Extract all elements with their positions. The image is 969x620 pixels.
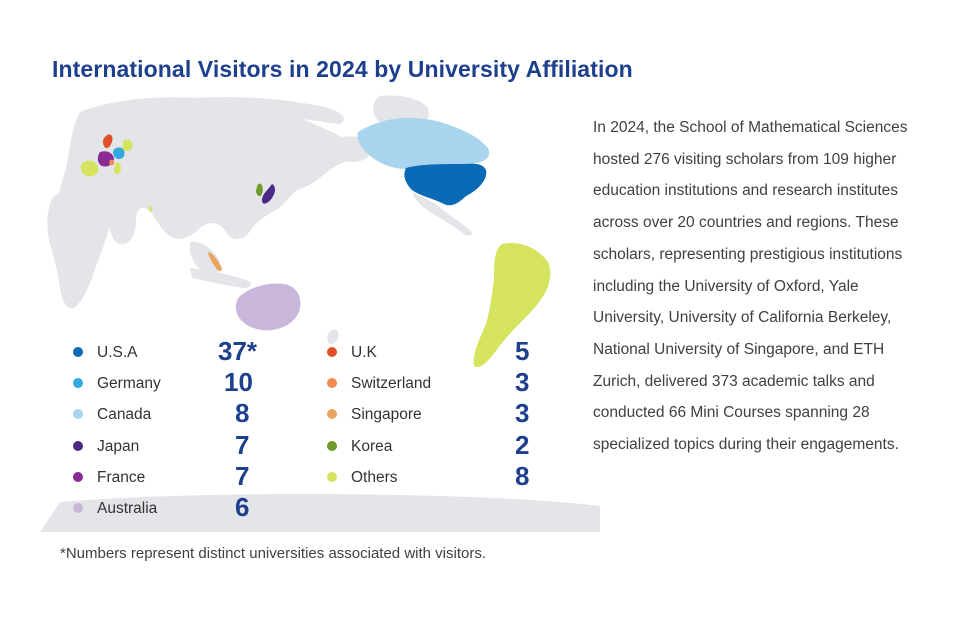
map-middle-east-others <box>148 206 153 212</box>
map-arabia <box>107 203 132 234</box>
legend-item-uk <box>327 338 337 366</box>
legend-label-australia: Australia <box>97 500 158 517</box>
legend-label-korea: Korea <box>351 438 393 455</box>
map-singapore <box>208 252 222 271</box>
legend-label-others: Others <box>351 469 398 486</box>
legend-color-dot <box>327 409 337 419</box>
legend-count-korea: 2 <box>515 430 530 460</box>
legend-item-switzerland <box>327 369 337 397</box>
legend-color-dot <box>327 378 337 388</box>
legend-label-singapore: Singapore <box>351 406 422 423</box>
legend-item-others <box>327 463 337 491</box>
legend-count-france: 7 <box>235 461 250 491</box>
map-europe-others-2 <box>122 139 133 151</box>
legend-count-japan: 7 <box>235 430 250 460</box>
legend-count-australia: 6 <box>235 492 250 522</box>
map-south-america <box>473 242 551 368</box>
legend-item-japan <box>73 432 83 460</box>
legend-label-germany: Germany <box>97 375 161 392</box>
legend-color-dot <box>327 347 337 357</box>
legend-color-dot <box>327 441 337 451</box>
legend-color-dot <box>73 347 83 357</box>
map-uk <box>102 134 113 149</box>
legend-count-uk: 5 <box>515 336 530 366</box>
legend-count-singapore: 3 <box>515 398 530 428</box>
legend-label-switzerland: Switzerland <box>351 375 432 392</box>
map-australia <box>235 283 301 331</box>
summary-paragraph: In 2024, the School of Mathematical Scie… <box>593 119 908 454</box>
legend-label-canada: Canada <box>97 406 152 423</box>
map-usa <box>404 163 487 206</box>
legend-color-dot <box>327 472 337 482</box>
legend-color-dot <box>73 472 83 482</box>
map-new-zealand <box>327 329 339 345</box>
legend-item-singapore <box>327 400 337 428</box>
map-europe-others <box>80 160 99 177</box>
page-title: International Visitors in 2024 by Univer… <box>52 56 633 82</box>
legend-color-dot <box>73 378 83 388</box>
map-indonesia <box>190 268 252 288</box>
map-eurasia <box>51 97 353 245</box>
map-switzerland <box>109 159 115 166</box>
legend-color-dot <box>73 503 83 513</box>
legend-color-dot <box>73 409 83 419</box>
map-canada <box>357 117 490 169</box>
map-korea <box>256 183 263 197</box>
map-russia-north <box>160 97 344 124</box>
legend-label-france: France <box>97 469 146 486</box>
footnote: *Numbers represent distinct universities… <box>60 545 486 562</box>
legend-label-japan: Japan <box>97 438 140 455</box>
map-antarctica <box>40 494 600 532</box>
legend-count-others: 8 <box>515 461 530 491</box>
legend-item-usa <box>73 338 83 366</box>
legend-item-canada <box>73 400 83 428</box>
legend-count-germany: 10 <box>224 367 253 397</box>
legend-item-france <box>73 463 83 491</box>
legend-count-canada: 8 <box>235 398 250 428</box>
legend-item-germany <box>73 369 83 397</box>
map-africa <box>47 192 111 309</box>
legend-count-usa: 37* <box>218 336 258 366</box>
legend-item-korea <box>327 432 337 460</box>
legend-item-australia <box>73 494 83 522</box>
legend-color-dot <box>73 441 83 451</box>
map-japan <box>262 184 275 204</box>
map-central-america <box>412 192 472 236</box>
legend-label-usa: U.S.A <box>97 344 138 361</box>
map-sea <box>190 241 221 275</box>
map-germany <box>112 147 125 159</box>
legend-label-uk: U.K <box>351 344 377 361</box>
map-europe-others-3 <box>114 162 121 175</box>
legend-count-switzerland: 3 <box>515 367 530 397</box>
world-map <box>40 95 600 532</box>
